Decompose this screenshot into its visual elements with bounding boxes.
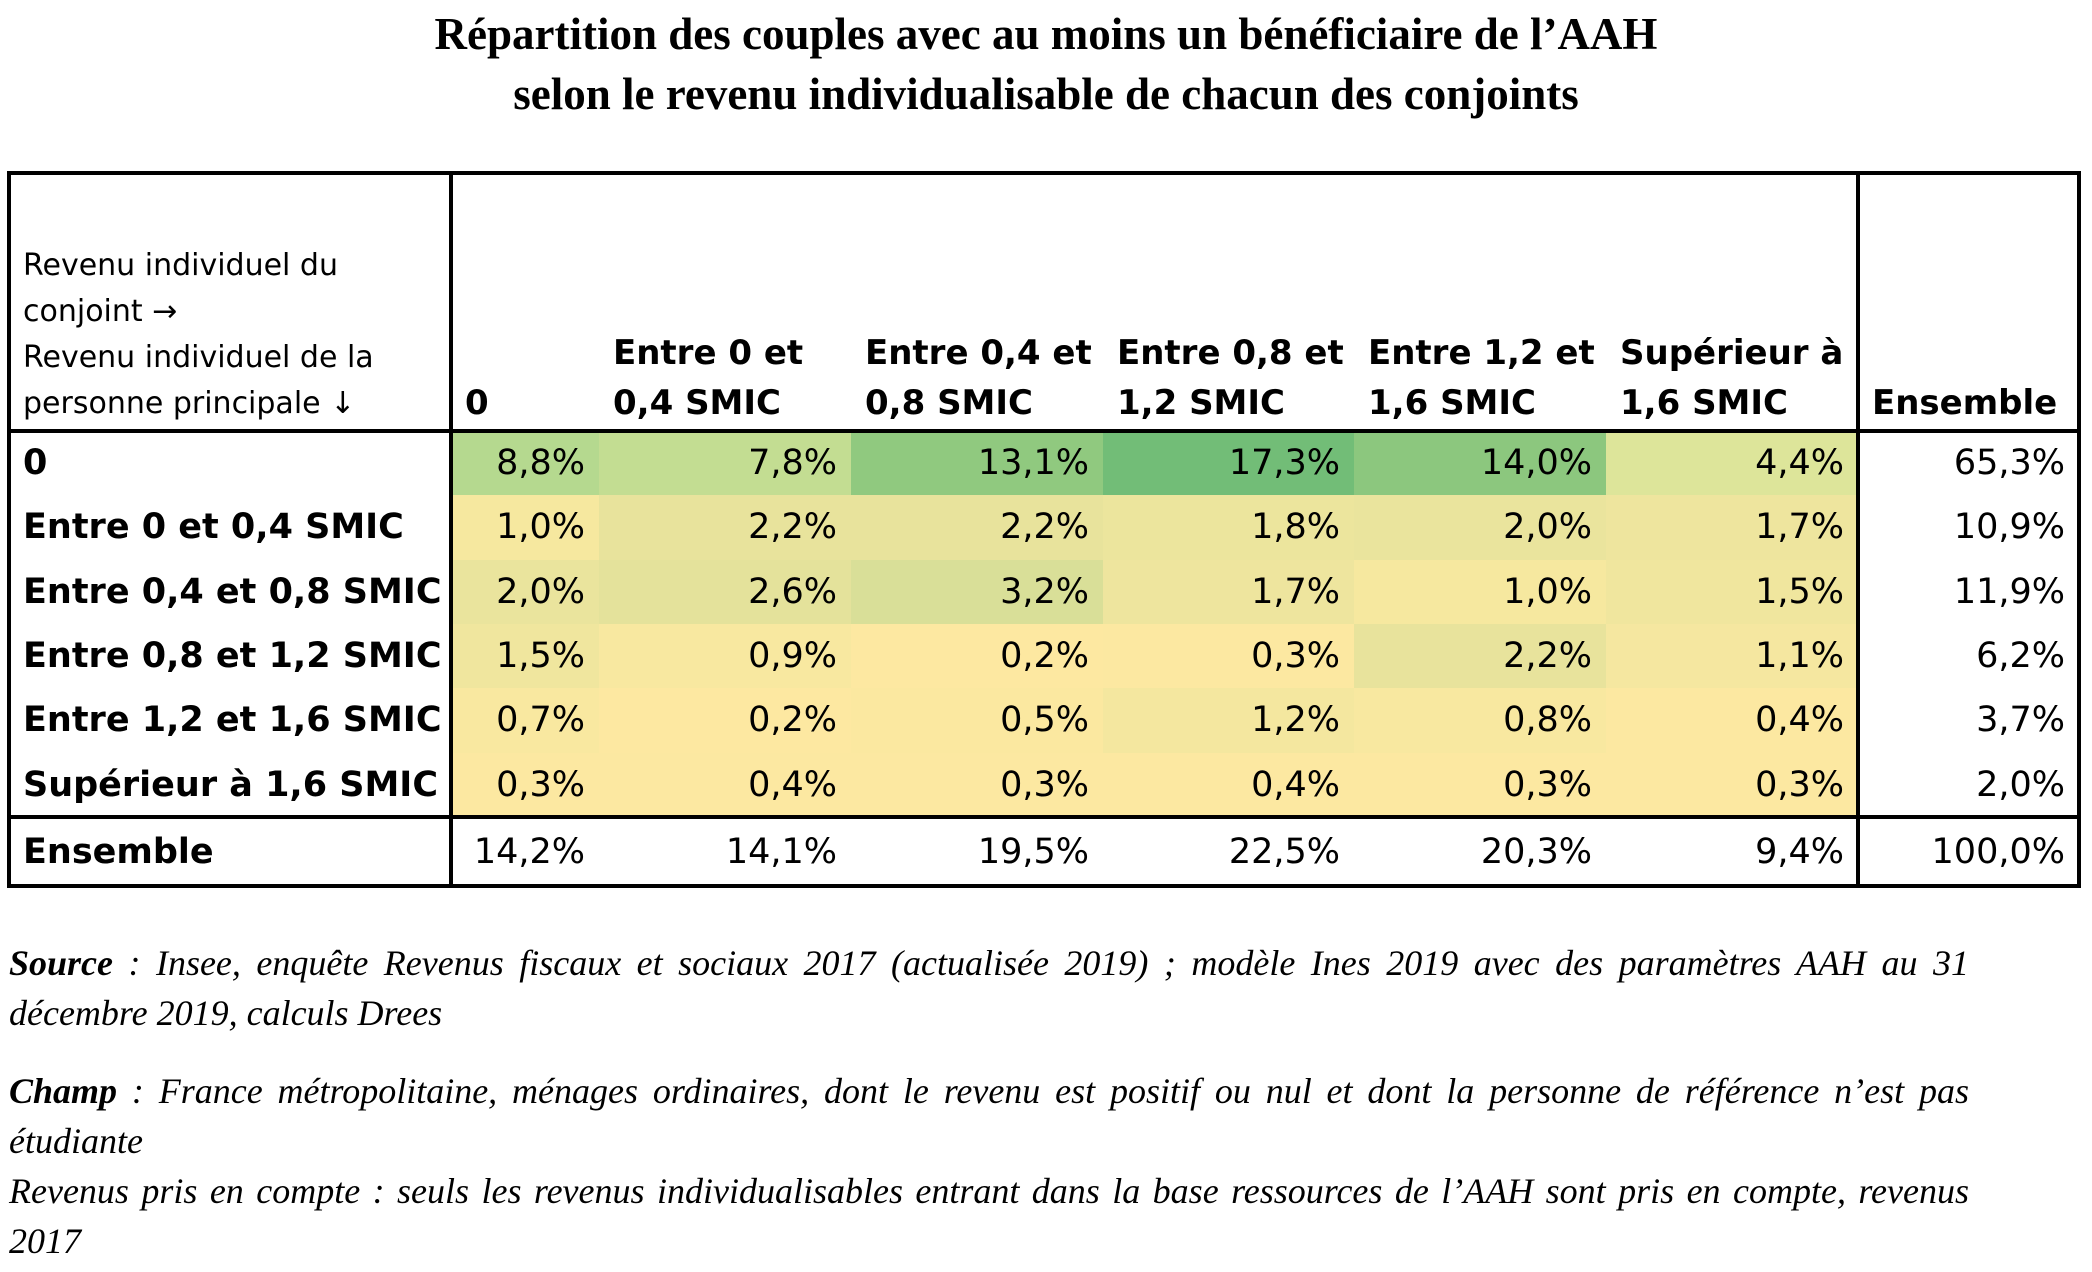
table-cell: 7,8%: [599, 431, 851, 496]
table-cell: 2,0%: [1354, 495, 1606, 561]
table-cell: 3,2%: [851, 559, 1103, 625]
champ-note: Champ : France métropolitaine, ménages o…: [9, 1066, 1969, 1266]
table-cell: 1,1%: [1606, 623, 1858, 689]
column-header: 1,6 SMIC: [1368, 383, 1536, 423]
table-cell: 2,2%: [851, 495, 1103, 561]
table-cell: 4,4%: [1606, 431, 1858, 496]
table-cell: 22,5%: [1228, 832, 1340, 872]
table-cell: 14,2%: [473, 832, 585, 872]
table-cell: 0,2%: [599, 688, 851, 753]
border: [9, 884, 2081, 888]
table-cell: 1,7%: [1103, 559, 1354, 625]
table-cell: 0,8%: [1354, 688, 1606, 753]
column-header: 1,6 SMIC: [1620, 383, 1788, 423]
column-header: Entre 1,2 et: [1368, 333, 1595, 373]
title-line: selon le revenu individualisable de chac…: [513, 69, 1579, 119]
note-label: Source: [9, 943, 114, 983]
note-text: : Insee, enquête Revenus fiscaux et soci…: [9, 943, 1969, 1033]
table-cell: 0,4%: [1103, 752, 1354, 818]
row-label: Ensemble: [23, 832, 214, 872]
row-label: Supérieur à 1,6 SMIC: [23, 764, 439, 805]
column-header: 0,8 SMIC: [865, 383, 1033, 423]
border: [449, 171, 453, 888]
column-header: 1,2 SMIC: [1117, 383, 1285, 423]
table-cell: 1,0%: [451, 495, 599, 561]
table-cell: 0,7%: [451, 688, 599, 753]
table-cell: 0,5%: [851, 688, 1103, 753]
table-cell: 65,3%: [1953, 443, 2065, 483]
table-cell: 1,0%: [1354, 559, 1606, 625]
row-label: 0: [23, 443, 48, 483]
row-label: Entre 0,8 et 1,2 SMIC: [23, 635, 442, 676]
table-cell: 20,3%: [1480, 832, 1592, 872]
column-header: 0: [465, 383, 489, 423]
table-cell: 2,2%: [1354, 623, 1606, 689]
corner-line: personne principale ↓: [23, 386, 356, 421]
column-header: Entre 0,4 et: [865, 333, 1092, 373]
column-header: Entre 0 et: [613, 333, 804, 373]
table-cell: 17,3%: [1103, 431, 1354, 496]
row-label: Entre 0 et 0,4 SMIC: [23, 507, 404, 548]
border: [9, 429, 2081, 433]
table-cell: 2,6%: [599, 559, 851, 625]
corner-line: Revenu individuel du: [23, 248, 338, 283]
column-header: Supérieur à: [1620, 333, 1844, 373]
table-cell: 1,5%: [451, 623, 599, 689]
table-cell: 0,4%: [1606, 688, 1858, 753]
table-cell: 2,2%: [599, 495, 851, 561]
table-cell: 1,5%: [1606, 559, 1858, 625]
table-cell: 2,0%: [1976, 764, 2065, 805]
border: [2077, 171, 2081, 888]
table-cell: 1,7%: [1606, 495, 1858, 561]
table-cell: 11,9%: [1953, 571, 2065, 612]
border: [7, 171, 11, 888]
border: [9, 815, 2081, 819]
table-cell: 0,2%: [851, 623, 1103, 689]
note-label: Champ: [9, 1071, 118, 1111]
title-line: Répartition des couples avec au moins un…: [434, 9, 1658, 59]
border: [1856, 171, 1860, 888]
note-text: Revenus pris en compte : seuls les reven…: [9, 1171, 1969, 1261]
table-cell: 2,0%: [451, 559, 599, 625]
table-cell: 0,3%: [1606, 752, 1858, 818]
table-cell: 0,3%: [851, 752, 1103, 818]
table-cell: 14,0%: [1354, 431, 1606, 496]
source-note: Source : Insee, enquête Revenus fiscaux …: [9, 938, 1969, 1038]
table-cell: 3,7%: [1976, 700, 2065, 741]
table-cell: 0,3%: [1354, 752, 1606, 818]
table-cell: 9,4%: [1755, 832, 1844, 872]
table-cell: 1,2%: [1103, 688, 1354, 753]
table-cell: 19,5%: [977, 832, 1089, 872]
border: [9, 171, 2081, 175]
column-header: 0,4 SMIC: [613, 383, 781, 423]
table-cell: 0,9%: [599, 623, 851, 689]
column-header: Ensemble: [1872, 383, 2058, 423]
table-cell: 8,8%: [451, 431, 599, 496]
table-cell: 0,3%: [1103, 623, 1354, 689]
table-cell: 0,3%: [451, 752, 599, 818]
column-header: Entre 0,8 et: [1117, 333, 1344, 373]
table-cell: 0,4%: [599, 752, 851, 818]
table-cell: 6,2%: [1976, 635, 2065, 676]
corner-line: conjoint →: [23, 294, 178, 329]
table-cell: 100,0%: [1931, 832, 2065, 872]
note-text: : France métropolitaine, ménages ordinai…: [9, 1071, 1969, 1161]
row-label: Entre 1,2 et 1,6 SMIC: [23, 700, 442, 741]
table-cell: 13,1%: [851, 431, 1103, 496]
table-cell: 10,9%: [1953, 507, 2065, 548]
table-cell: 14,1%: [725, 832, 837, 872]
corner-line: Revenu individuel de la: [23, 340, 374, 375]
table-cell: 1,8%: [1103, 495, 1354, 561]
row-label: Entre 0,4 et 0,8 SMIC: [23, 571, 442, 612]
